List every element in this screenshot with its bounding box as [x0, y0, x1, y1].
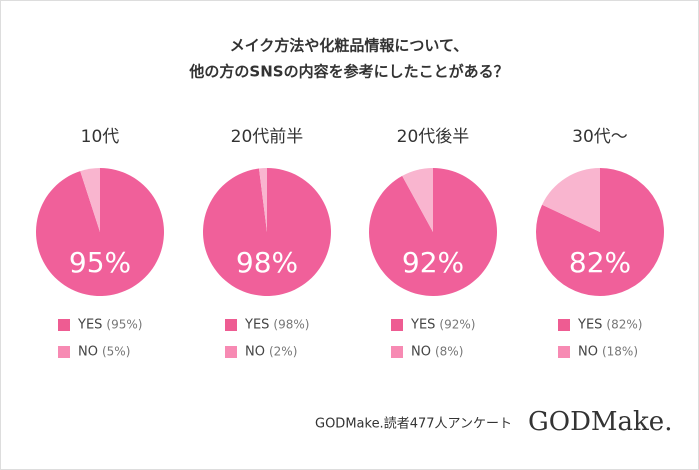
center-label: 82%	[569, 246, 631, 279]
chart-title: メイク方法や化粧品情報について、	[230, 37, 469, 55]
legend-value: (18%)	[602, 345, 638, 359]
legend-value: (95%)	[106, 318, 142, 332]
legend-swatch	[225, 346, 237, 358]
pie-slice	[36, 168, 165, 296]
legend-swatch	[225, 319, 237, 331]
pie-title: 20代前半	[231, 127, 304, 147]
legend-label: NO	[78, 345, 98, 360]
center-label: 95%	[69, 246, 131, 279]
pie-slice	[542, 168, 600, 232]
chart-title: 他の方のSNSの内容を参考にしたことがある？	[188, 63, 508, 81]
legend-swatch	[391, 319, 403, 331]
legend-label: NO	[578, 345, 598, 360]
legend-swatch	[58, 346, 70, 358]
pie-title: 20代後半	[397, 127, 470, 147]
pie-slice	[368, 168, 497, 296]
center-label: 98%	[236, 246, 298, 279]
pie-slice	[202, 168, 331, 296]
pie-title: 30代〜	[572, 127, 628, 147]
pie-slice	[258, 168, 267, 232]
legend-value: (98%)	[273, 318, 309, 332]
legend-label: NO	[411, 345, 431, 360]
legend-value: (92%)	[439, 318, 475, 332]
logo: GODMake.	[528, 407, 672, 437]
pie-slice	[402, 168, 433, 232]
legend-value: (5%)	[102, 345, 130, 359]
legend-value: (82%)	[606, 318, 642, 332]
legend-label: YES	[577, 318, 602, 333]
legend-value: (8%)	[435, 345, 463, 359]
legend-value: (2%)	[269, 345, 297, 359]
legend-swatch	[558, 319, 570, 331]
footer: GODMake.読者477人アンケート	[315, 416, 512, 432]
legend-swatch	[391, 346, 403, 358]
pie-title: 10代	[81, 127, 120, 147]
legend-label: YES	[410, 318, 435, 333]
center-label: 92%	[402, 246, 464, 279]
pie-slice	[80, 168, 100, 232]
legend-label: YES	[244, 318, 269, 333]
legend-swatch	[558, 346, 570, 358]
legend-label: NO	[245, 345, 265, 360]
legend-label: YES	[77, 318, 102, 333]
legend-swatch	[58, 319, 70, 331]
